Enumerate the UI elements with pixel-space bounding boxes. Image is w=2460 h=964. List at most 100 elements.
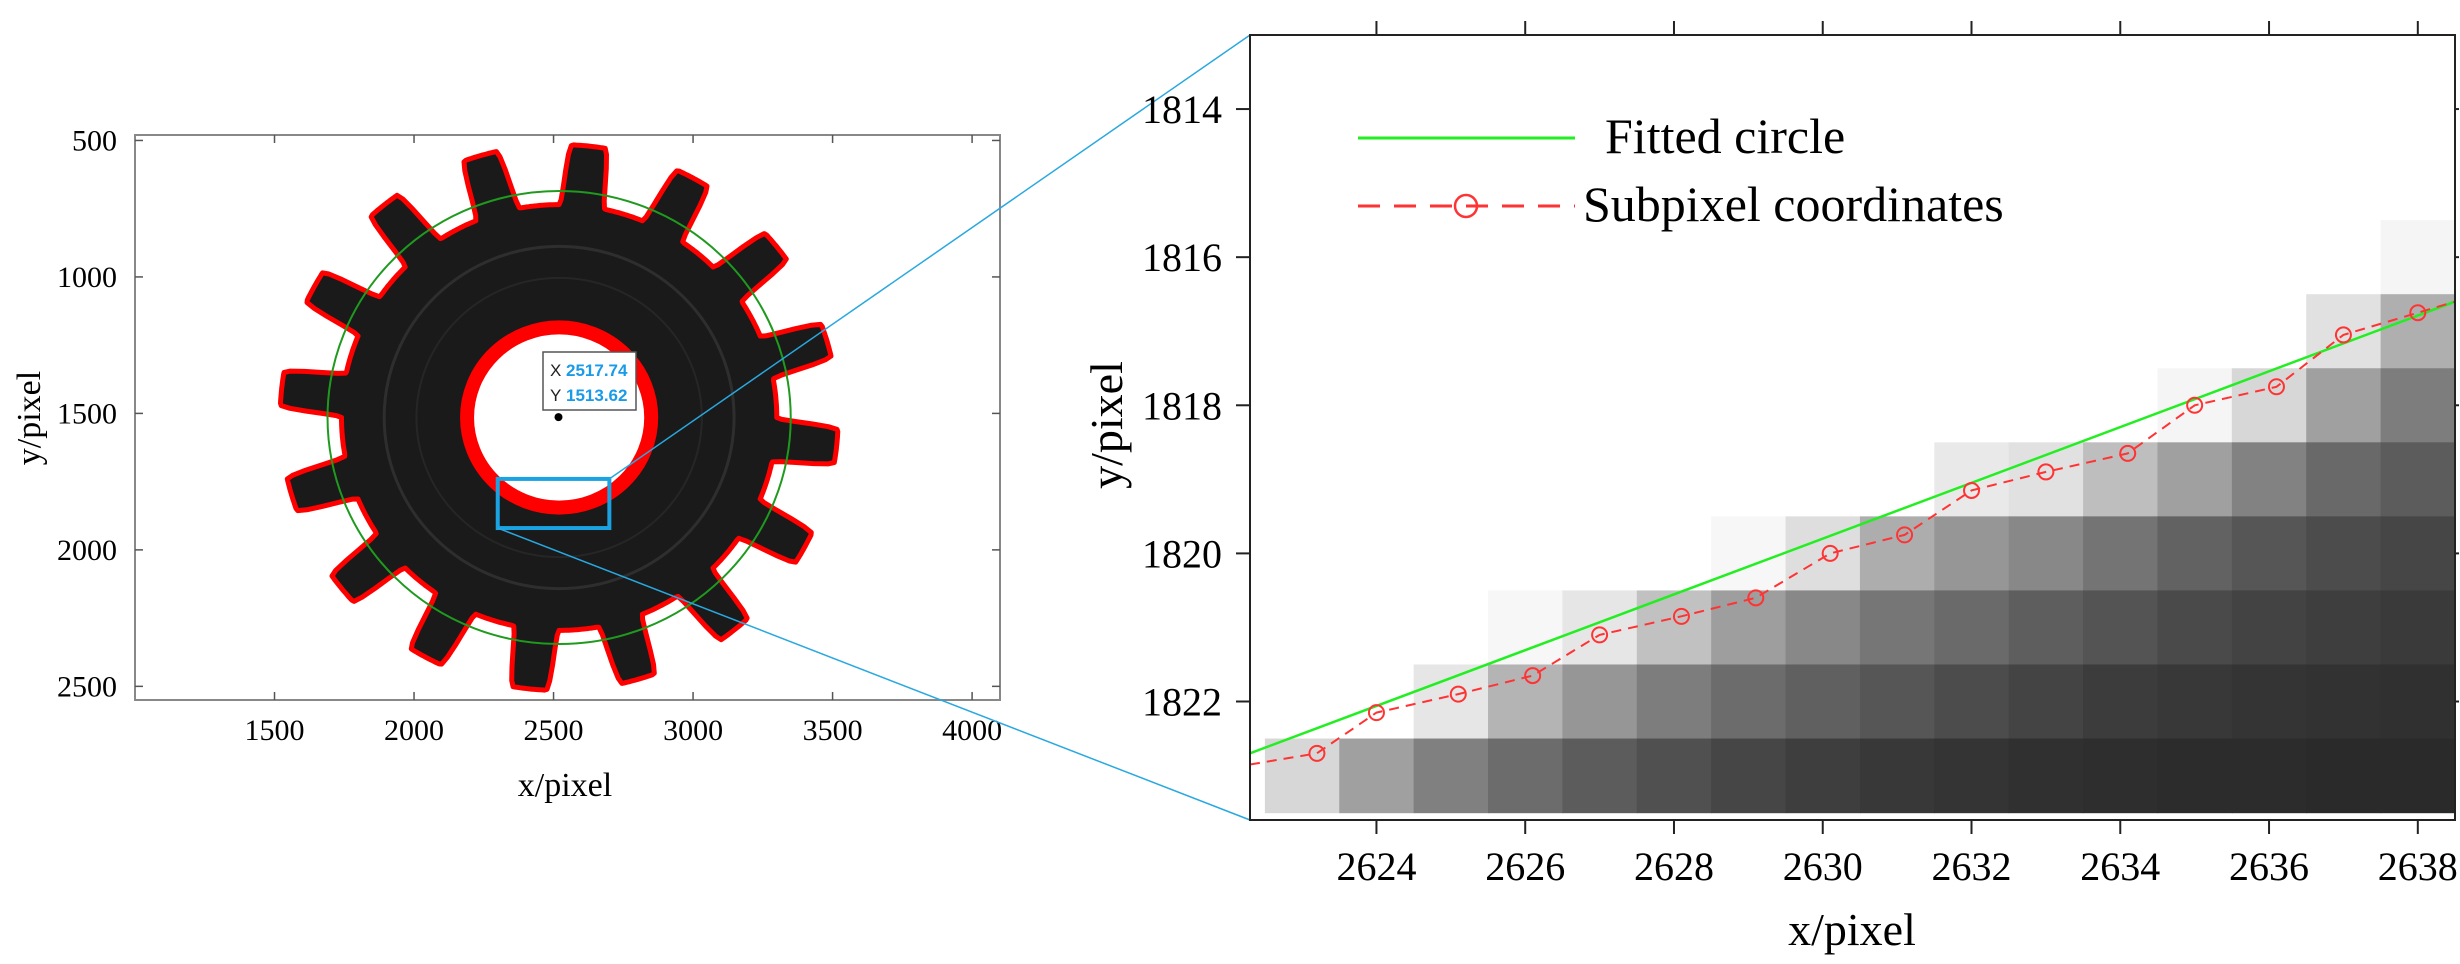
legend-subpixel-marker bbox=[1453, 193, 1479, 219]
pixel-cell bbox=[2231, 590, 2307, 666]
pixel-cell bbox=[1636, 664, 1712, 740]
connector-top bbox=[608, 34, 1251, 480]
legend-fitted-circle-label: Fitted circle bbox=[1605, 108, 1845, 164]
pixel-cell bbox=[1413, 738, 1489, 814]
pixel-cell bbox=[2008, 664, 2084, 740]
pixel-cell bbox=[1711, 664, 1787, 740]
pixel-cell bbox=[2380, 442, 2455, 517]
overview-x-tick-label: 2000 bbox=[384, 714, 444, 747]
pixel-cell bbox=[2306, 294, 2382, 369]
pixel-cell bbox=[1785, 590, 1861, 666]
overview-x-tick-label: 3000 bbox=[663, 714, 723, 747]
pixel-cell bbox=[1711, 738, 1787, 814]
pixel-cell bbox=[1859, 590, 1935, 666]
zoom-x-tick-label: 2630 bbox=[1783, 844, 1863, 889]
pixel-cell bbox=[2157, 664, 2233, 740]
overview-x-axis-label: x/pixel bbox=[518, 767, 612, 804]
zoom-y-tick-label: 1814 bbox=[1142, 87, 1222, 132]
overview-y-tick-label: 2500 bbox=[57, 670, 117, 703]
pixel-cell bbox=[2231, 516, 2307, 592]
pixel-cell bbox=[2157, 738, 2233, 814]
zoom-series bbox=[1250, 300, 2455, 766]
subpixel-point bbox=[1308, 744, 1326, 762]
pixel-cell bbox=[2157, 442, 2233, 517]
pixel-cell bbox=[2380, 590, 2455, 666]
datatip-point bbox=[554, 413, 563, 422]
datatip-box bbox=[542, 351, 637, 411]
overview-x-tick-label: 4000 bbox=[942, 714, 1002, 747]
subpixel-point bbox=[2119, 444, 2137, 462]
subpixel-point bbox=[1747, 589, 1765, 607]
pixel-cell bbox=[2083, 516, 2159, 592]
roi-rectangle bbox=[495, 476, 612, 531]
pixel-cell bbox=[2157, 516, 2233, 592]
subpixel-point bbox=[2334, 326, 2352, 344]
zoom-x-tick-label: 2636 bbox=[2229, 844, 2309, 889]
pixel-cell bbox=[1711, 516, 1787, 592]
zoom-x-tick-label: 2634 bbox=[2080, 844, 2160, 889]
pixel-cell bbox=[1488, 738, 1564, 814]
pixel-intensity-grid bbox=[1264, 220, 2455, 814]
subpixel-point bbox=[2186, 396, 2204, 414]
connector-bottom bbox=[497, 527, 1251, 821]
overview-x-tick-label: 1500 bbox=[245, 714, 305, 747]
pixel-cell bbox=[2306, 516, 2382, 592]
pixel-cell bbox=[1264, 738, 1340, 814]
zoom-x-tick-label: 2626 bbox=[1485, 844, 1565, 889]
zoom-y-axis-label: y/pixel bbox=[1081, 361, 1132, 489]
zoom-plot-frame bbox=[1249, 34, 2456, 821]
overview-x-tick-label: 3500 bbox=[803, 714, 863, 747]
zoom-ticks: 2624 2626 2628 2630 2632 2634 2636 2638 1814 1816… bbox=[1142, 21, 2459, 889]
zoom-y-tick-label: 1818 bbox=[1142, 383, 1222, 428]
overview-y-tick-label: 2000 bbox=[57, 534, 117, 567]
pixel-cell bbox=[1562, 738, 1638, 814]
pixel-cell bbox=[1711, 590, 1787, 666]
subpixel-point bbox=[1821, 544, 1839, 562]
pixel-cell bbox=[1636, 738, 1712, 814]
subpixel-point bbox=[1963, 481, 1981, 499]
pixel-cell bbox=[1488, 590, 1564, 666]
datatip-x-value: 2517.74 bbox=[566, 361, 628, 380]
overview-x-tick-label: 2500 bbox=[524, 714, 584, 747]
subpixel-point bbox=[1449, 685, 1467, 703]
pixel-cell bbox=[1859, 664, 1935, 740]
pixel-cell bbox=[2306, 590, 2382, 666]
pixel-cell bbox=[2231, 738, 2307, 814]
pixel-cell bbox=[2306, 442, 2382, 517]
datatip-x-label: X bbox=[550, 361, 561, 380]
subpixel-point bbox=[1672, 607, 1690, 625]
pixel-cell bbox=[2008, 590, 2084, 666]
overview-ticks: 1500 2000 2500 3000 3500 4000 500 1000 1500 2000 2… bbox=[57, 124, 1002, 747]
zoom-x-tick-label: 2628 bbox=[1634, 844, 1714, 889]
pixel-cell bbox=[1562, 664, 1638, 740]
pixel-cell bbox=[1934, 738, 2010, 814]
pixel-cell bbox=[2306, 368, 2382, 443]
subpixel-line bbox=[1250, 300, 2455, 766]
zoom-x-tick-label: 2632 bbox=[1932, 844, 2012, 889]
pixel-cell bbox=[2083, 738, 2159, 814]
subpixel-point bbox=[1524, 667, 1542, 685]
gear-overlay: X 2517.74 Y 1513.62 bbox=[495, 351, 637, 531]
pixel-cell bbox=[2380, 664, 2455, 740]
subpixel-point bbox=[2409, 304, 2427, 322]
pixel-cell bbox=[1934, 590, 2010, 666]
subpixel-point bbox=[1896, 526, 1914, 544]
subpixel-point bbox=[1367, 704, 1385, 722]
pixel-cell bbox=[1339, 738, 1415, 814]
pixel-cell bbox=[2306, 664, 2382, 740]
overview-plot-frame bbox=[134, 134, 1001, 701]
pixel-cell bbox=[2306, 738, 2382, 814]
subpixel-point bbox=[2267, 378, 2285, 396]
overview-y-tick-label: 1500 bbox=[57, 397, 117, 430]
pixel-cell bbox=[2231, 664, 2307, 740]
zoom-connector-lines bbox=[497, 34, 1251, 821]
datatip-y-value: 1513.62 bbox=[566, 386, 627, 405]
pixel-cell bbox=[1636, 590, 1712, 666]
gear-inner-ring bbox=[382, 244, 736, 591]
zoom-y-tick-label: 1820 bbox=[1142, 531, 1222, 576]
fitted-circle-line bbox=[1250, 300, 2455, 755]
pixel-cell bbox=[2008, 738, 2084, 814]
pixel-cell bbox=[2083, 590, 2159, 666]
legend-subpixel-label: Subpixel coordinates bbox=[1583, 176, 2004, 232]
overview-y-tick-label: 1000 bbox=[57, 261, 117, 294]
